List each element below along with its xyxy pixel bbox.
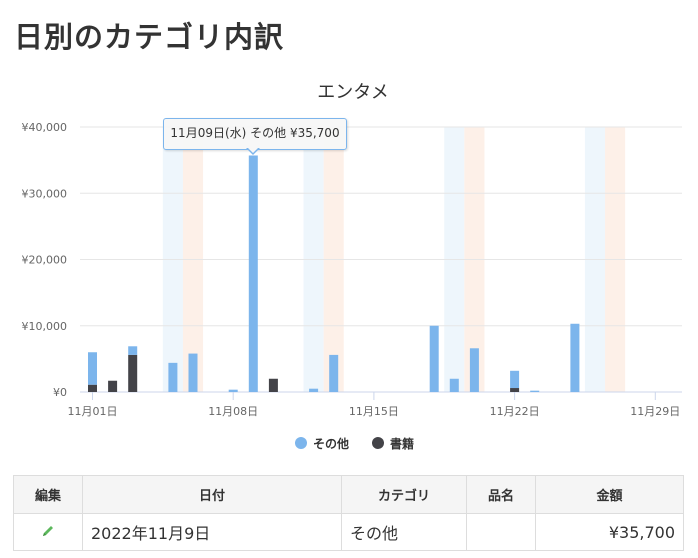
bar-その他[interactable] [248,155,258,392]
bar-その他[interactable] [570,323,580,392]
bar-その他[interactable] [309,388,319,392]
pencil-icon[interactable] [41,523,55,542]
y-tick-label: ¥20,000 [22,254,68,267]
y-tick-label: ¥0 [53,386,67,399]
y-tick-label: ¥30,000 [22,187,68,200]
column-header-edit: 編集 [13,475,83,514]
category-cell: その他 [341,513,467,551]
bar-その他[interactable] [329,354,339,392]
table-row: 2022年11月9日 その他 ¥35,700 [13,513,684,551]
bar-その他[interactable] [88,352,97,385]
legend-label[interactable]: 書籍 [390,436,414,451]
detail-table: 編集 日付 カテゴリ 品名 金額 2022年11月9日 その他 ¥35,700 [13,475,684,551]
bar-書籍[interactable] [88,384,97,392]
amount-cell: ¥35,700 [535,513,684,551]
column-header-date: 日付 [82,475,342,514]
bar-その他[interactable] [228,389,238,392]
bar-その他[interactable] [449,378,459,392]
column-header-amount: 金額 [535,475,684,514]
x-tick-label: 11月22日 [490,405,540,418]
category-breakdown-chart: エンタメ ¥0 ¥10,000 ¥20,000 ¥30,000 ¥40,000 11月0… [22,82,682,451]
legend-label[interactable]: その他 [313,436,349,451]
bar-その他[interactable] [128,346,138,355]
bar-その他[interactable] [469,348,479,392]
table-header-row: 編集 日付 カテゴリ 品名 金額 [13,475,684,514]
legend-marker[interactable] [295,437,307,449]
chart-tooltip: 11月09日(水) その他 ¥35,700 [163,118,347,150]
bar-書籍[interactable] [510,388,520,392]
bar-書籍[interactable] [268,378,278,392]
chart-title: エンタメ [317,82,388,103]
tooltip-arrow-inner [247,147,259,153]
bar-その他[interactable] [510,370,520,389]
bar-その他[interactable] [429,325,439,392]
column-header-category: カテゴリ [341,475,467,514]
bar-書籍[interactable] [108,380,118,392]
edit-cell[interactable] [13,513,83,551]
item-cell [466,513,536,551]
bar-書籍[interactable] [128,354,138,392]
date-cell: 2022年11月9日 [82,513,342,551]
x-tick-label: 11月08日 [208,405,258,418]
y-tick-label: ¥40,000 [22,121,68,134]
bar-その他[interactable] [530,390,540,392]
page-title: 日別のカテゴリ内訳 [14,20,285,54]
bar-その他[interactable] [168,362,178,392]
column-header-item: 品名 [466,475,536,514]
legend-marker[interactable] [372,437,384,449]
x-tick-label: 11月29日 [630,405,680,418]
y-tick-label: ¥10,000 [22,320,68,333]
bar-その他[interactable] [188,353,198,392]
x-tick-label: 11月15日 [349,405,399,418]
x-tick-label: 11月01日 [68,405,118,418]
